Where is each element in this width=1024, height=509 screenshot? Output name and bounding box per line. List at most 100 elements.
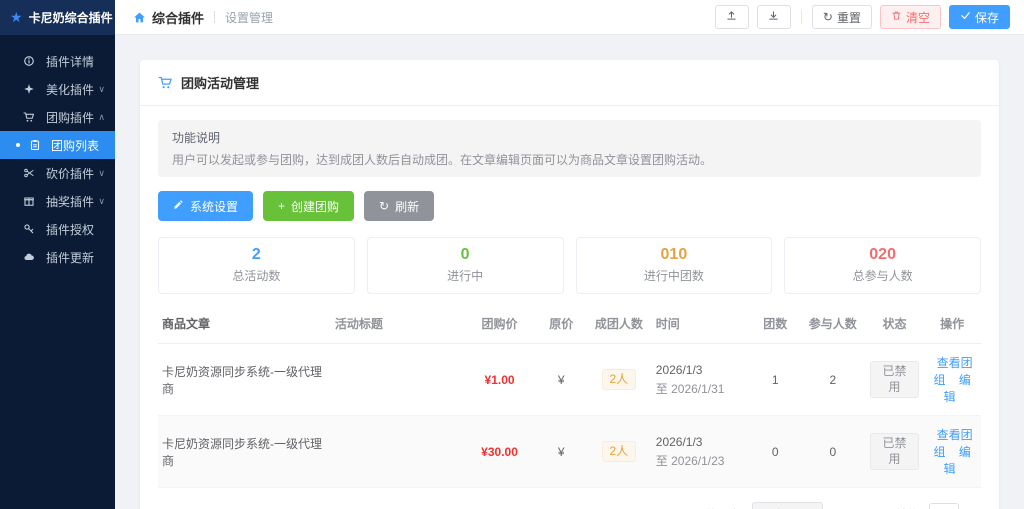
row-group-count: 0 [771,444,779,459]
date-start: 2026/1/3 [655,362,703,377]
row-article: 卡尼奶资源同步系统-一级代理商 [162,364,322,396]
stat-total-activities: 2 总活动数 [158,237,355,294]
check-icon [960,10,971,24]
sidebar-item-lottery-plugin[interactable]: 抽奖插件 ∨ [0,187,115,215]
pagination: 共 2 条 20条/页 ∨ ‹ 1 › 前往 页 [140,488,999,509]
stat-value: 010 [660,246,688,263]
sidebar-item-plugin-license[interactable]: 插件授权 [0,215,115,243]
sidebar-item-label: 插件详情 [46,54,95,69]
clear-button[interactable]: 清空 [879,5,941,29]
goto-page-input[interactable] [928,503,959,509]
page-unit-label: 页 [969,506,981,509]
refresh-icon: ↻ [822,10,833,24]
page-size-value: 20条/页 [761,506,802,509]
save-button[interactable]: 保存 [948,5,1010,29]
col-header-title: 活动标题 [334,317,383,331]
row-participant-count: 0 [829,444,837,459]
sidebar-item-plugin-details[interactable]: 插件详情 [0,47,115,75]
row-original-price: ¥ [557,372,565,387]
panel-header: 团购活动管理 [140,60,999,106]
cart-icon [22,111,35,124]
system-settings-button[interactable]: 系统设置 [158,191,254,221]
table-row: 卡尼奶资源同步系统-一级代理商 ¥30.00 ¥ 2人 2026/1/3 至 2… [158,416,981,488]
sidebar-item-plugin-update[interactable]: 插件更新 [0,243,115,271]
save-button-label: 保存 [974,10,999,25]
breadcrumb-settings[interactable]: 设置管理 [225,10,274,25]
refresh-button[interactable]: ↻ 刷新 [364,191,435,221]
system-settings-label: 系统设置 [190,199,239,214]
table-header-row: 商品文章 活动标题 团购价 原价 成团人数 时间 团数 参与人数 状态 操作 [158,304,981,344]
reset-button-label: 重置 [836,10,861,25]
create-groupbuy-button[interactable]: + 创建团购 [263,191,355,221]
col-header-original: 原价 [549,317,574,331]
star-icon: ★ [10,9,23,25]
row-actions: 查看团组 编辑 [923,354,981,405]
row-group-count: 1 [771,372,779,387]
groupbuy-table: 商品文章 活动标题 团购价 原价 成团人数 时间 团数 参与人数 状态 操作 卡… [158,304,981,488]
edit-link[interactable]: 编辑 [943,373,971,404]
row-article: 卡尼奶资源同步系统-一级代理商 [162,436,322,468]
download-icon [768,10,779,24]
col-header-groups: 团数 [763,317,788,331]
members-badge: 2人 [601,440,637,463]
row-time: 2026/1/3 至 2026/1/31 [652,363,751,397]
topbar-divider [800,10,802,24]
stat-label: 进行中团数 [643,269,704,283]
chevron-down-icon: ∨ [98,167,105,178]
upload-icon [726,10,737,24]
stat-total-participants: 020 总参与人数 [784,237,981,294]
next-page-button[interactable]: › [876,506,885,509]
stat-active-groups: 010 进行中团数 [575,237,773,294]
date-end: 至 2026/1/31 [655,381,725,396]
topbar-actions: ↻ 重置 清空 保存 [714,5,1010,29]
clipboard-icon [28,139,41,152]
col-header-members: 成团人数 [594,317,643,331]
pagination-total: 共 2 条 [704,506,741,509]
reset-button[interactable]: ↻ 重置 [811,5,872,29]
col-header-participants: 参与人数 [808,317,857,331]
sidebar-item-beautify-plugin[interactable]: 美化插件 ∨ [0,75,115,103]
sidebar-item-groupbuy-list[interactable]: 团购列表 [0,131,115,159]
sidebar: ★ 卡尼奶综合插件 插件详情 美化插件 ∨ 团购插件 [0,0,115,509]
edit-link[interactable]: 编辑 [943,445,971,476]
main-area: 综合插件 设置管理 ↻ 重置 [115,0,1024,509]
home-icon [133,11,146,24]
row-participant-count: 2 [829,372,837,387]
sidebar-item-groupbuy-plugin[interactable]: 团购插件 ∧ [0,103,115,131]
notice-body: 用户可以发起或参与团购，达到成团人数后自动成团。在文章编辑页面可以为商品文章设置… [172,153,713,167]
sparkle-icon [22,83,35,96]
create-groupbuy-label: 创建团购 [291,199,340,214]
goto-label: 前往 [895,506,919,509]
clear-button-label: 清空 [905,10,930,25]
breadcrumb-current[interactable]: 综合插件 [152,10,205,26]
col-header-article: 商品文章 [162,317,211,331]
chevron-up-icon: ∧ [98,111,105,122]
sidebar-item-bargain-plugin[interactable]: 砍价插件 ∨ [0,159,115,187]
members-badge: 2人 [601,368,637,391]
breadcrumb: 综合插件 设置管理 [133,8,273,27]
col-header-actions: 操作 [940,317,965,331]
sidebar-item-label: 插件更新 [46,250,95,265]
import-button[interactable] [756,5,791,29]
notice-box: 功能说明 用户可以发起或参与团购，达到成团人数后自动成团。在文章编辑页面可以为商… [158,120,981,177]
col-header-price: 团购价 [481,317,518,331]
export-button[interactable] [714,5,749,29]
view-groups-link[interactable]: 查看团组 [933,356,973,387]
stat-label: 总参与人数 [852,269,913,283]
stat-in-progress: 0 进行中 [366,237,564,294]
view-groups-link[interactable]: 查看团组 [933,428,973,459]
date-end: 至 2026/1/23 [655,453,725,468]
action-buttons: 系统设置 + 创建团购 ↻ 刷新 [158,191,981,221]
row-time: 2026/1/3 至 2026/1/23 [652,435,751,469]
prev-page-button[interactable]: ‹ [833,506,842,509]
sidebar-item-label: 团购插件 [46,110,95,125]
stat-value: 020 [869,246,896,263]
stat-value: 2 [251,246,261,263]
panel-title: 团购活动管理 [181,76,260,91]
active-dot [16,143,20,147]
status-badge: 已禁用 [869,432,920,471]
page-number-1[interactable]: 1 [852,507,867,509]
refresh-label: 刷新 [395,199,420,214]
page-size-select[interactable]: 20条/页 ∨ [751,502,823,509]
row-original-price: ¥ [557,444,565,459]
